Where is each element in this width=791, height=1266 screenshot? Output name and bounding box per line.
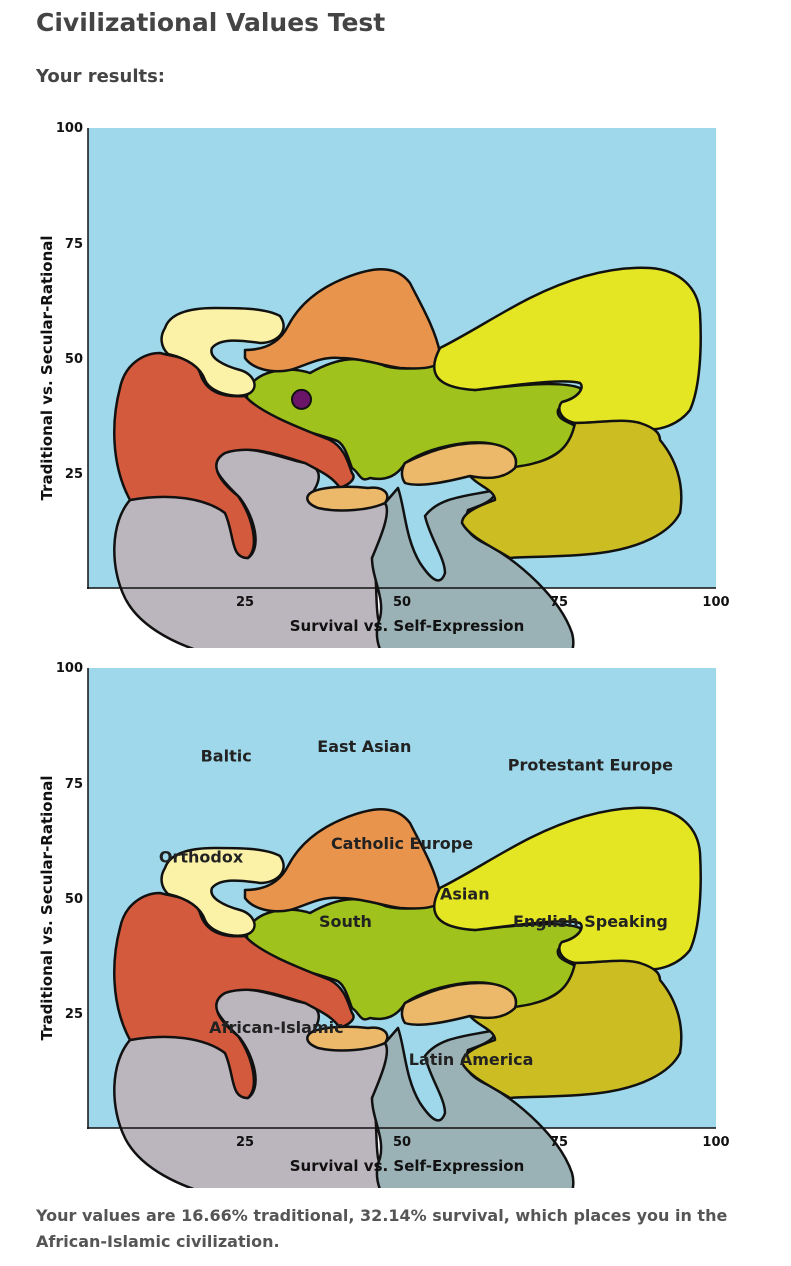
- region-label-english: English Speaking: [513, 912, 668, 931]
- region-label-orthodox: Orthodox: [159, 848, 244, 867]
- region-latin: [370, 1026, 575, 1188]
- legend-chart: 25 50 75 100 25 50 75 100 Survival vs. Self-Expr…: [0, 658, 791, 1188]
- region-label-south: South: [319, 912, 372, 931]
- x-tick-label: 100: [702, 595, 729, 610]
- y-tick-label: 75: [65, 777, 83, 792]
- region-south: [306, 485, 389, 512]
- region-latin: [370, 486, 575, 648]
- y-tick-label: 25: [65, 1007, 83, 1022]
- page-title: Civilizational Values Test: [36, 8, 386, 37]
- y-tick-label: 50: [65, 352, 83, 367]
- region-asian: [400, 981, 518, 1026]
- region-label-latin: Latin America: [409, 1050, 534, 1069]
- x-axis-title: Survival vs. Self-Expression: [290, 617, 525, 635]
- x-tick-label: 25: [236, 1135, 254, 1150]
- results-chart-svg: 25 50 75 100 25 50 75 100 Survival vs. Self-Expr…: [38, 121, 730, 648]
- y-tick-label: 50: [65, 892, 83, 907]
- y-axis-title: Traditional vs. Secular-Rational: [38, 235, 56, 500]
- region-label-baltic: Baltic: [201, 746, 252, 765]
- x-tick-label: 50: [393, 1135, 411, 1150]
- x-tick-label: 75: [550, 595, 568, 610]
- y-tick-label: 25: [65, 467, 83, 482]
- y-tick-label: 100: [56, 661, 83, 676]
- region-south: [306, 1025, 389, 1052]
- y-tick-label: 100: [56, 121, 83, 136]
- x-tick-label: 75: [550, 1135, 568, 1150]
- results-chart: 25 50 75 100 25 50 75 100 Survival vs. Self-Expr…: [0, 118, 791, 648]
- region-label-gray: African-Islamic: [209, 1018, 343, 1037]
- results-heading: Your results:: [36, 66, 166, 87]
- region-label-asian: Asian: [440, 884, 490, 903]
- y-tick-label: 75: [65, 237, 83, 252]
- x-tick-label: 25: [236, 595, 254, 610]
- legend-chart-svg: 25 50 75 100 25 50 75 100 Survival vs. Self-Expr…: [38, 661, 730, 1188]
- region-label-eastasian: East Asian: [317, 737, 411, 756]
- region-baltic: [160, 306, 285, 397]
- region-label-catholic: Catholic Europe: [331, 834, 473, 853]
- x-axis-title: Survival vs. Self-Expression: [290, 1157, 525, 1175]
- y-axis-title: Traditional vs. Secular-Rational: [38, 775, 56, 1040]
- x-tick-label: 50: [393, 595, 411, 610]
- x-tick-label: 100: [702, 1135, 729, 1150]
- region-label-protestant: Protestant Europe: [508, 756, 673, 775]
- region-asian: [400, 441, 518, 486]
- region-baltic: [160, 846, 285, 937]
- result-summary: Your values are 16.66% traditional, 32.1…: [36, 1206, 728, 1251]
- result-point: [291, 388, 313, 410]
